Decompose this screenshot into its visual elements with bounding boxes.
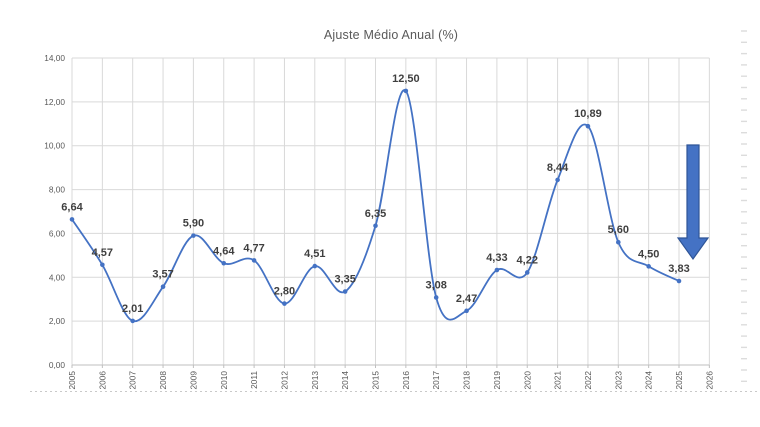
data-point-marker bbox=[130, 318, 135, 324]
data-point-label: 6,35 bbox=[365, 208, 386, 220]
data-point-label: 2,80 bbox=[274, 286, 295, 298]
data-point-marker bbox=[433, 295, 439, 300]
x-axis-tick-label: 2015 bbox=[371, 371, 381, 390]
data-point-marker bbox=[524, 270, 530, 275]
x-axis-tick-label: 2012 bbox=[279, 371, 289, 390]
data-point-marker bbox=[464, 308, 469, 314]
x-axis-tick-label: 2010 bbox=[219, 371, 229, 390]
y-axis-tick-label: 6,00 bbox=[49, 228, 66, 238]
y-axis-tick-label: 12,00 bbox=[44, 97, 65, 107]
data-point-marker bbox=[373, 223, 378, 229]
data-point-marker bbox=[585, 123, 591, 129]
x-axis-tick-label: 2016 bbox=[401, 371, 411, 390]
data-point-marker bbox=[676, 278, 682, 284]
data-point-label: 4,77 bbox=[243, 242, 264, 254]
data-point-marker bbox=[251, 258, 257, 263]
x-axis-tick-label: 2022 bbox=[583, 371, 593, 390]
x-axis-tick-label: 2023 bbox=[613, 371, 623, 390]
data-point-label: 8,44 bbox=[547, 162, 569, 174]
x-axis-tick-label: 2008 bbox=[158, 371, 168, 390]
data-point-label: 4,51 bbox=[304, 248, 325, 260]
chart-title: Ajuste Médio Anual (%) bbox=[323, 28, 459, 42]
y-axis-tick-label: 0,00 bbox=[49, 360, 66, 370]
data-point-label: 3,35 bbox=[334, 274, 355, 286]
data-point-marker bbox=[646, 264, 651, 269]
y-axis-tick-label: 8,00 bbox=[49, 185, 66, 195]
y-axis-tick-label: 14,00 bbox=[44, 53, 65, 63]
x-axis-tick-label: 2021 bbox=[553, 371, 563, 390]
x-axis-tick-label: 2020 bbox=[522, 371, 532, 390]
data-point-label: 3,57 bbox=[152, 269, 173, 281]
data-point-label: 6,64 bbox=[61, 201, 83, 213]
data-point-label: 4,33 bbox=[486, 252, 507, 264]
x-axis-tick-label: 2011 bbox=[249, 371, 259, 389]
data-point-label: 4,22 bbox=[517, 254, 538, 266]
data-point-label: 4,50 bbox=[638, 248, 659, 260]
x-axis-tick-label: 2018 bbox=[462, 371, 472, 390]
x-axis-tick-label: 2025 bbox=[674, 371, 684, 390]
y-axis-tick-label: 4,00 bbox=[49, 272, 66, 282]
data-point-label: 10,89 bbox=[574, 108, 602, 120]
data-point-marker bbox=[616, 239, 621, 245]
data-point-marker bbox=[100, 262, 105, 268]
data-point-label: 4,64 bbox=[213, 245, 235, 257]
x-axis-tick-label: 2007 bbox=[128, 371, 138, 390]
data-point-marker bbox=[403, 88, 409, 94]
data-series-line bbox=[71, 89, 680, 322]
data-point-label: 3,83 bbox=[668, 263, 689, 275]
data-point-label: 5,90 bbox=[183, 218, 204, 230]
x-axis-tick-label: 2024 bbox=[644, 371, 654, 390]
data-point-marker bbox=[312, 263, 318, 269]
data-point-marker bbox=[160, 284, 166, 290]
data-point-label: 2,01 bbox=[122, 303, 143, 315]
x-axis-tick-label: 2026 bbox=[704, 371, 714, 390]
down-arrow-shape bbox=[676, 144, 710, 261]
data-point-label: 5,60 bbox=[608, 224, 629, 236]
data-point-marker bbox=[555, 177, 560, 183]
y-axis-tick-label: 10,00 bbox=[44, 141, 65, 151]
data-point-label: 4,57 bbox=[92, 247, 113, 259]
data-point-marker bbox=[282, 301, 287, 306]
data-point-marker bbox=[191, 233, 196, 238]
x-axis-tick-label: 2019 bbox=[492, 371, 502, 390]
x-axis-tick-label: 2009 bbox=[188, 371, 198, 390]
x-axis-tick-label: 2005 bbox=[67, 371, 77, 390]
x-axis-tick-label: 2006 bbox=[97, 371, 107, 390]
data-point-marker bbox=[342, 289, 348, 294]
y-axis-tick-label: 2,00 bbox=[49, 316, 66, 326]
x-axis-tick-label: 2014 bbox=[340, 371, 350, 390]
x-axis-tick-label: 2013 bbox=[310, 371, 320, 390]
data-point-marker bbox=[221, 260, 227, 266]
data-point-marker bbox=[494, 267, 500, 273]
data-point-label: 3,08 bbox=[425, 279, 446, 291]
data-point-label: 2,47 bbox=[456, 293, 477, 305]
x-axis-tick-label: 2017 bbox=[431, 371, 441, 390]
data-point-marker bbox=[69, 217, 75, 222]
data-point-label: 12,50 bbox=[392, 73, 420, 85]
